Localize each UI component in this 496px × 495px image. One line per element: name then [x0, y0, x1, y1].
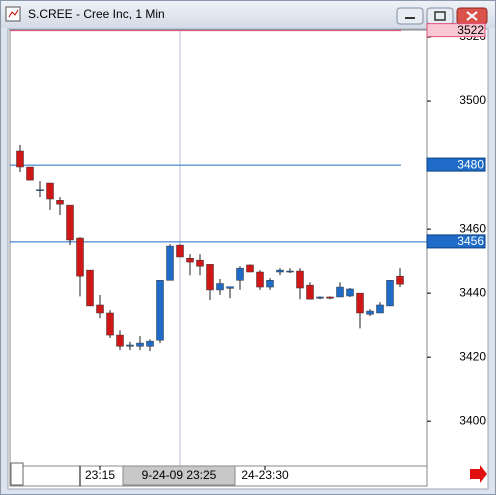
candle-body	[356, 292, 364, 314]
minimize-glyph	[405, 17, 415, 19]
window-icon-glyph	[8, 9, 19, 18]
candle-body	[46, 182, 54, 200]
price-label-box	[426, 157, 486, 172]
candle-body	[256, 271, 264, 288]
x-tick-label: 24-23:30	[241, 468, 289, 482]
y-tick-label: 3440	[459, 285, 486, 299]
candle-body	[26, 166, 34, 181]
price-label-box	[426, 234, 486, 249]
scroll-box[interactable]	[10, 462, 24, 486]
candle-body	[276, 269, 284, 273]
candle-body	[346, 288, 354, 297]
price-label: 3522	[457, 23, 484, 37]
price-label-box	[426, 23, 486, 38]
candle-body	[316, 296, 324, 299]
candle-body	[186, 257, 194, 263]
y-tick-label: 3420	[459, 349, 486, 363]
candle-body	[386, 280, 394, 307]
candle-body	[116, 334, 124, 347]
candle-body	[326, 296, 334, 299]
candle-body	[56, 200, 64, 205]
candle-body	[396, 275, 404, 285]
x-tick-label: 23:15	[85, 468, 115, 482]
candle-body	[266, 280, 274, 288]
candle-body	[336, 286, 344, 298]
price-label: 3456	[457, 234, 484, 248]
candle-body	[16, 150, 24, 168]
y-tick-label: 3460	[459, 221, 486, 235]
candle-body	[306, 284, 314, 300]
candle-body	[376, 304, 384, 314]
candle-body	[156, 280, 164, 341]
candle-body	[226, 286, 234, 289]
candle-body	[86, 269, 94, 307]
candle-body	[216, 283, 224, 291]
maximize-button[interactable]	[426, 7, 454, 25]
candle-body	[366, 310, 374, 315]
price-label: 3480	[457, 157, 484, 171]
crosshair-time-box	[122, 465, 236, 486]
y-tick-label: 3500	[459, 93, 486, 107]
candle-body	[236, 267, 244, 281]
minimize-button[interactable]	[396, 7, 424, 25]
window-title: S.CREE - Cree Inc, 1 Min	[28, 7, 165, 21]
candle-body	[136, 342, 144, 347]
candle-body	[206, 264, 214, 291]
candle-body	[76, 237, 84, 277]
candle-body	[166, 245, 174, 281]
crosshair-time-label: 9-24-09 23:25	[142, 468, 217, 482]
candle-body	[176, 244, 184, 258]
candle-body	[106, 312, 114, 336]
candle-body	[66, 204, 74, 241]
candle-body	[246, 264, 254, 273]
candle-body	[36, 189, 44, 191]
scroll-right-arrow[interactable]	[470, 465, 487, 483]
window-icon	[5, 6, 21, 22]
candle-body	[146, 340, 154, 347]
maximize-glyph	[434, 11, 446, 21]
candle-body	[96, 304, 104, 314]
candle-body	[126, 344, 134, 347]
candle-body	[196, 259, 204, 267]
close-glyph	[466, 11, 478, 21]
plot-area	[9, 29, 428, 467]
candle-body	[296, 270, 304, 289]
candle-body	[286, 270, 294, 273]
y-tick-label: 3400	[459, 413, 486, 427]
